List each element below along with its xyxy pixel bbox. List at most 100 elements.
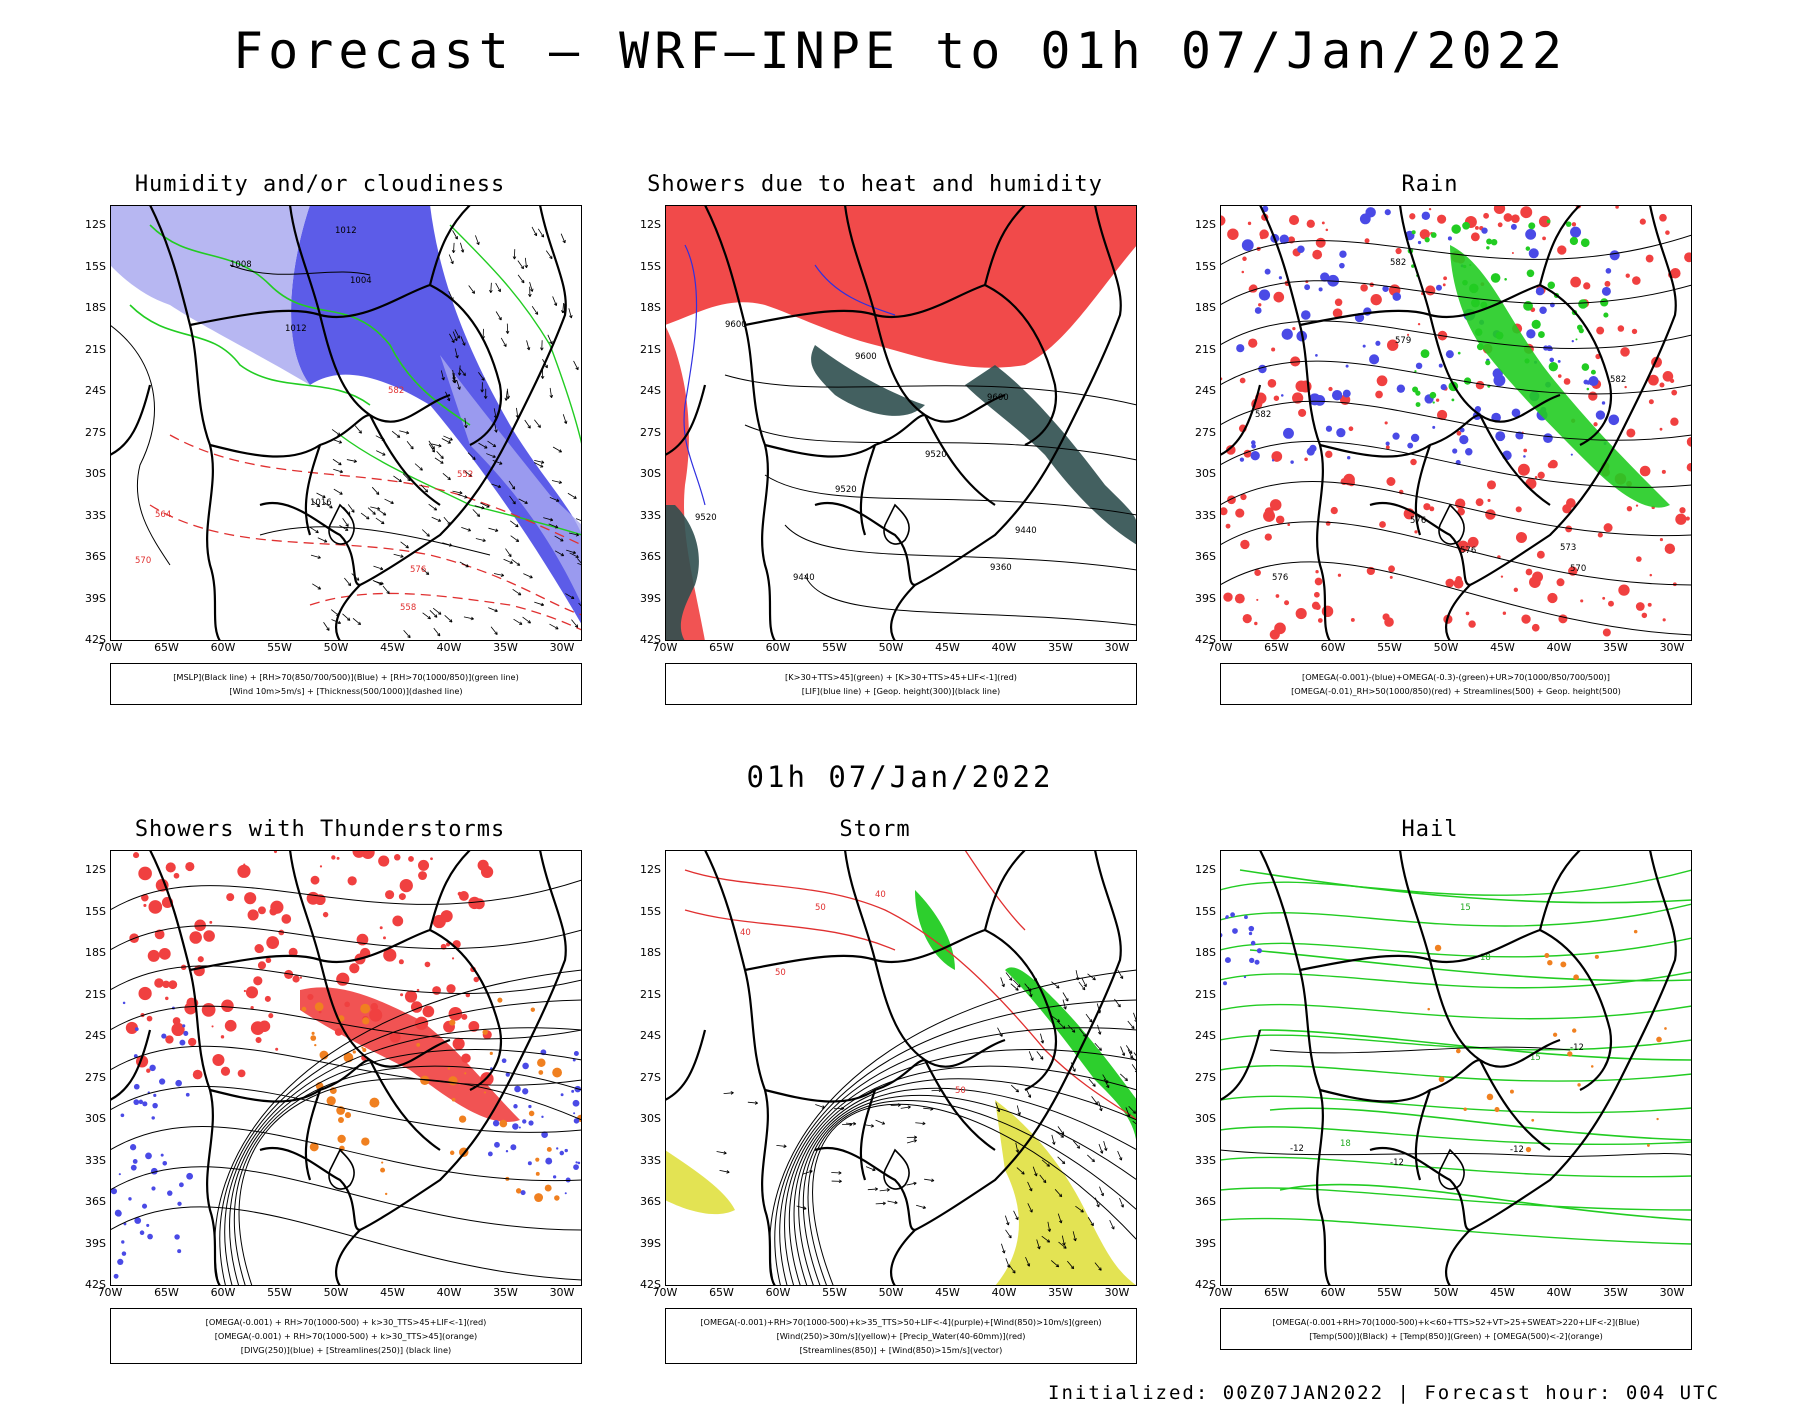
main-title: Forecast – WRF–INPE to 01h 07/Jan/2022 [233,22,1567,80]
panel-legend: [K>30+TTS>45](green) + [K>30+TTS>45+LIF<… [665,663,1137,705]
country-border [1319,1058,1481,1103]
country-border [843,205,877,316]
omega-orange-cell [1463,1107,1467,1111]
rain-red-cell [1615,205,1619,209]
tstorm-red-cell [452,1037,465,1050]
rain-green-cell [1581,363,1590,371]
tstorm-red-cell [331,855,336,860]
wind-vector [1078,981,1086,991]
country-border [428,850,471,931]
streamline [793,1078,1137,1286]
country-border [924,1059,996,1151]
lat-tick-label: 12S [1195,863,1216,876]
rain-blue-cell [1283,427,1294,439]
wind-vector [1008,1264,1016,1274]
latitude-axis: 12S 15S 18S 21S 24S 27S 30S 33S 36S 39S 42S [621,205,665,646]
rain-blue-cell [1407,442,1414,449]
divergence-blue-cell [518,1126,521,1129]
tstorm-orange-cell [311,1031,315,1035]
divergence-blue-cell [110,1188,118,1195]
country-border [984,929,1058,1091]
divergence-blue-cell [522,1062,529,1070]
temp850-green-line [1220,971,1692,989]
wind-vector [1102,1074,1109,1084]
lon-tick-label: 50W [1433,1286,1459,1299]
latitude-axis: 12S 15S 18S 21S 24S 27S 30S 33S 36S 39S 42S [1176,205,1220,646]
rain-blue-cell [1438,363,1443,368]
rain-red-cell [1557,245,1567,255]
rain-red-cell [1239,377,1246,384]
map-svg [110,850,582,1286]
wind-vector [354,425,362,434]
tstorm-red-cell [468,1020,480,1032]
wind-vector [802,1169,813,1175]
lat-tick-label: 27S [640,425,661,439]
rain-red-cell [1417,322,1421,326]
wind-vector [333,488,343,495]
tstorm-orange-cell [449,1150,455,1155]
wind-vector [431,443,442,448]
rain-red-cell [1523,448,1528,453]
rain-blue-cell [1236,344,1245,353]
legend-line: [OMEGA(-0.001+RH>70(1000-500)+k<60+TTS>5… [1272,1317,1640,1327]
rain-green-cell [1463,264,1467,269]
rain-green-cell [1432,401,1435,404]
omega-orange-cell [1567,1051,1573,1057]
rain-red-cell [1475,380,1485,390]
contour-label: 9440 [793,573,815,583]
rain-blue-cell [1301,310,1311,320]
contour-label: 576 [1410,516,1426,526]
rain-green-cell [1414,370,1417,373]
tstorm-orange-cell [489,1051,493,1055]
country-border [1539,929,1613,1091]
rain-red-cell [1406,333,1410,336]
divergence-blue-cell [556,1147,559,1150]
rain-green-cell [1600,298,1609,307]
temp500-black-line [1269,1046,1571,1054]
divergence-blue-cell [527,1161,532,1166]
wind-vector [1098,1101,1103,1112]
wind-vector [478,372,485,381]
rain-red-cell [1220,215,1226,226]
wind-vector [524,419,531,429]
divergence-blue-cell [492,1120,500,1127]
wind-vector [1057,1126,1065,1135]
wind-vector [495,282,501,293]
lon-tick-label: 70W [97,1286,123,1299]
rain-green-cell [1471,298,1480,308]
wind-vector [719,1169,730,1174]
wind-vector [312,583,322,590]
tstorm-red-cell [430,857,433,861]
rain-red-cell [1423,503,1431,511]
rain-red-cell [1679,507,1686,514]
rain-blue-cell [1342,389,1351,398]
wind-vector [457,494,468,499]
wind-vector [1131,1056,1137,1064]
rain-green-cell [1457,351,1461,355]
lat-tick-label: 18S [640,301,661,314]
wind-vector [1085,1013,1093,1023]
map-svg: 582 582 579 576 576 573 570 582 576 [1220,205,1692,641]
rain-blue-cell [1608,414,1620,426]
lon-tick-label: 50W [323,641,349,654]
lat-tick-label: 42S [640,1278,661,1291]
divergence-blue-cell [552,1175,557,1179]
shower-green-area [965,365,1137,545]
wind-vector [508,480,516,490]
tstorm-red-cell [461,1013,468,1020]
tstorm-red-cell [226,893,235,902]
precip-water-line [964,850,1026,931]
tstorm-red-cell [165,862,176,873]
rain-red-cell [1389,575,1393,579]
rain-red-cell [1659,538,1664,542]
rain-green-cell [1586,387,1590,391]
rain-red-cell [1287,523,1291,527]
contour-label: -12 [1290,1144,1304,1154]
wind-vector [776,1144,787,1148]
tstorm-red-cell [306,891,320,905]
divergence-blue-cell [560,1093,564,1097]
rain-red-cell [1525,568,1533,576]
streamline [1220,320,1692,349]
divergence-blue-cell [153,1093,157,1098]
tstorm-red-cell [383,936,386,940]
